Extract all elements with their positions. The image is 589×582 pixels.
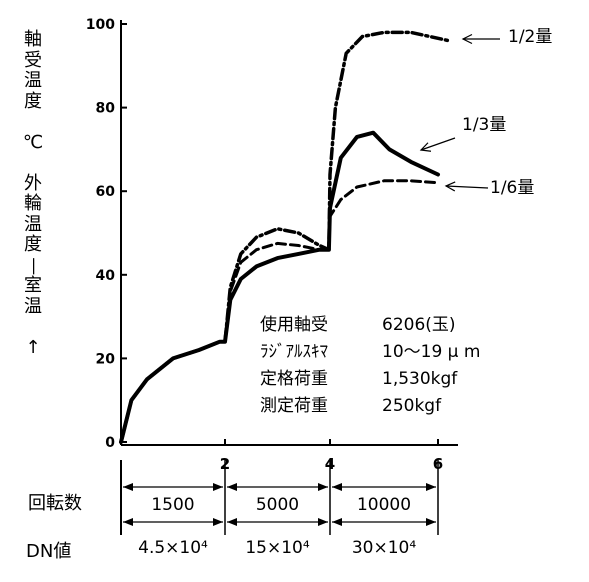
range-arrow-head-right (213, 483, 223, 491)
note-value: 1,530kgf (382, 369, 458, 389)
legend-label: 1/6量 (490, 178, 534, 198)
range-arrow-head-right (213, 518, 223, 526)
y-tick-label: 40 (96, 268, 116, 284)
legend-arrow-line (420, 137, 456, 151)
y-label-char: 輪 (24, 193, 42, 214)
legend-arrow-line (445, 185, 489, 189)
y-label-char: 外 (24, 172, 42, 194)
range-arrow-head-left (123, 518, 133, 526)
range-arrow-head-right (426, 518, 436, 526)
y-label-char: 受 (24, 49, 42, 71)
note-row: ﾗｼﾞｱﾙｽｷﾏ 10～19 μ m (260, 337, 480, 362)
note-label: ﾗｼﾞｱﾙｽｷﾏ (260, 342, 328, 362)
y-label-char (20, 153, 46, 174)
speed-range-arrows: 1500 5000 10000 4.5×10⁴ 15×10⁴ 30×10⁴ (120, 460, 439, 558)
note-label: 測定荷重 (260, 396, 328, 416)
range-arrow-head-right (318, 518, 328, 526)
dn-value: 15×10⁴ (245, 538, 310, 558)
range-arrow-head-left (332, 518, 342, 526)
dn-value: 30×10⁴ (352, 538, 417, 558)
y-tick-label: 100 (86, 17, 115, 33)
dn-label: DN値 (26, 541, 72, 562)
rotation-value: 5000 (256, 495, 299, 515)
note-label: 定格荷重 (260, 369, 328, 389)
rotation-label: 回転数 (28, 493, 82, 514)
range-arrow-head-left (227, 518, 237, 526)
y-label-char: 温 (24, 70, 42, 91)
y-tick-label: 20 (96, 351, 116, 367)
range-arrow-head-left (332, 483, 342, 491)
y-label-char: 温 (24, 213, 42, 235)
note-row: 測定荷重 250kgf (260, 391, 441, 416)
range-arrow-head-right (318, 483, 328, 491)
series-lines (119, 30, 451, 444)
range-arrow-head-right (426, 483, 436, 491)
range-arrow-head-left (227, 483, 237, 491)
legend-label: 1/3量 (462, 115, 506, 135)
y-label-char: — (23, 256, 45, 275)
y-label-char: 室 (24, 275, 42, 296)
note-value: 10～19 μ m (382, 342, 481, 362)
note-row: 定格荷重 1,530kgf (260, 364, 457, 389)
note-value: 250kgf (382, 396, 442, 416)
rotation-value: 10000 (357, 495, 411, 515)
note-label: 使用軸受 (260, 315, 328, 335)
y-label-char (20, 317, 46, 338)
y-label-char: ↑ (25, 336, 41, 358)
y-axis-label: 軸受温度 ℃ 外輪温度 — 室温 ↑ (20, 29, 46, 358)
y-tick-label: 0 (105, 435, 115, 451)
legend-arrow-head (419, 142, 432, 152)
y-label-char (20, 112, 46, 133)
axes (120, 20, 458, 446)
note-value: 6206(玉) (382, 315, 456, 335)
note-row: 使用軸受 6206(玉) (260, 310, 456, 335)
legend-arrows: 1/2量 1/3量 1/6量 (419, 27, 552, 198)
y-label-char: ℃ (22, 131, 44, 153)
range-arrow-head-left (123, 483, 133, 491)
y-label-char: 軸 (24, 29, 42, 50)
legend-arrow-head (444, 181, 456, 192)
legend-label: 1/2量 (508, 27, 552, 47)
y-label-char: 温 (24, 295, 42, 317)
y-tick-label: 60 (96, 184, 116, 200)
dn-value: 4.5×10⁴ (138, 538, 208, 558)
y-label-char: 度 (24, 90, 42, 112)
y-tick-label: 80 (96, 101, 116, 117)
y-label-char: 度 (24, 234, 42, 255)
rotation-value: 1500 (151, 495, 194, 515)
series-line-3 (119, 179, 440, 444)
axis-ticks: 020406080100246 (86, 17, 443, 473)
legend-arrow-head (461, 33, 473, 45)
